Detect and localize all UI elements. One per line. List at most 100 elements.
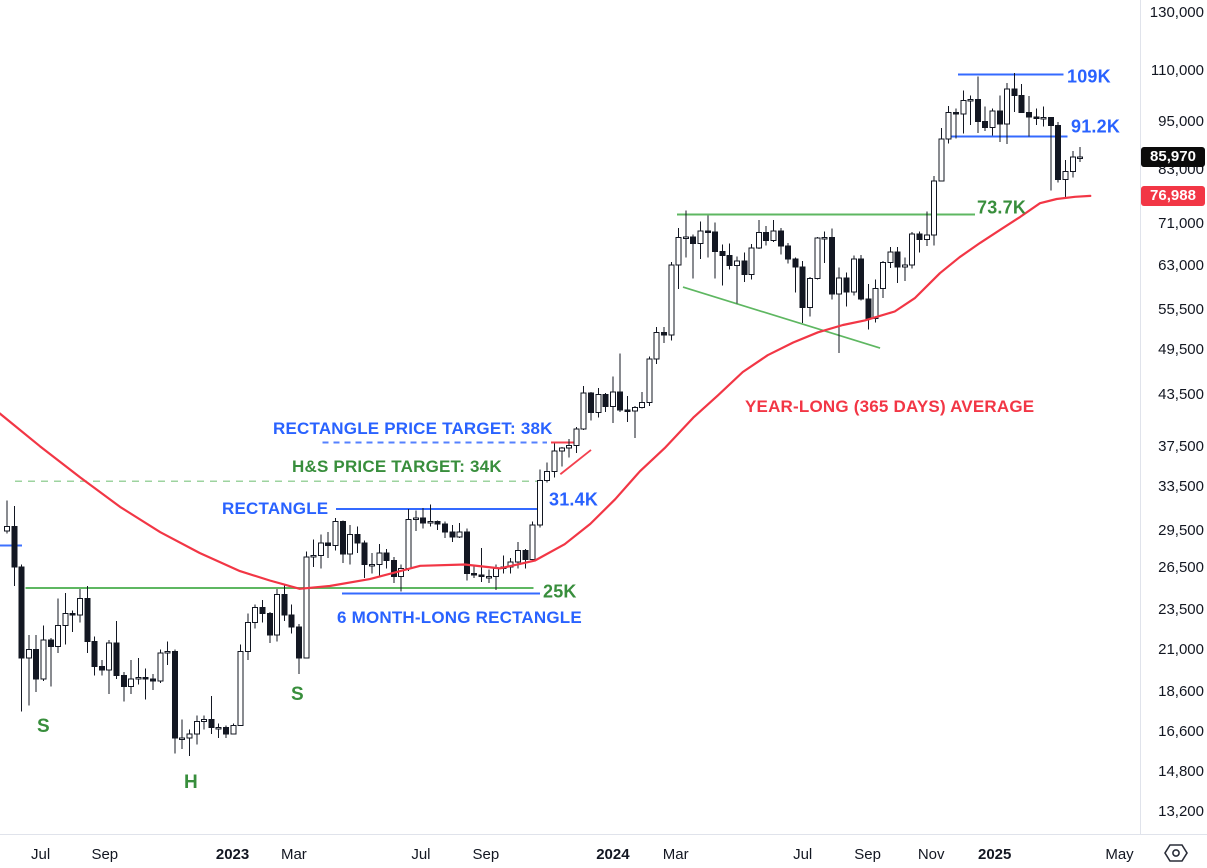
candle-up: [923, 234, 930, 240]
candle-up: [682, 236, 689, 240]
candle-up: [303, 556, 310, 659]
candle-down: [828, 237, 835, 295]
candle-down: [390, 560, 397, 577]
candle-down: [171, 650, 178, 739]
x-axis-month-label: Sep: [854, 846, 882, 863]
candle-down: [690, 236, 697, 244]
y-axis-tick: 130,000: [1149, 3, 1204, 21]
candle-down: [18, 566, 25, 659]
left-shoulder-label[interactable]: S: [37, 716, 50, 737]
y-axis-tick: 95,000: [1158, 113, 1204, 131]
candle-down: [84, 598, 91, 642]
candle-down: [281, 593, 288, 616]
candle-up: [529, 524, 536, 560]
red-marker-diagonal[interactable]: [559, 449, 592, 475]
candle-up: [157, 652, 164, 682]
y-axis-tick: 13,200: [1158, 802, 1204, 820]
candle-down: [420, 517, 427, 524]
candle-up: [566, 444, 573, 449]
candle-up: [931, 180, 938, 236]
ma-line-path[interactable]: [0, 194, 1092, 590]
candle-down: [726, 255, 733, 266]
y-axis-tick: 71,000: [1158, 215, 1204, 233]
head-label[interactable]: H: [184, 772, 198, 793]
y-axis-tick: 63,000: [1158, 256, 1204, 274]
candle-up: [1069, 156, 1076, 172]
trendline-2024[interactable]: [682, 286, 881, 349]
candle-up: [580, 392, 587, 430]
ma-label[interactable]: YEAR-LONG (365 DAYS) AVERAGE: [745, 397, 1035, 416]
y-axis-tick: 29,500: [1158, 521, 1204, 539]
candle-down: [142, 676, 149, 680]
candle-down: [434, 521, 441, 525]
candle-down: [624, 409, 631, 412]
candle-down: [463, 531, 470, 575]
candle-down: [266, 612, 273, 636]
candle-down: [442, 523, 448, 533]
candle-up: [675, 237, 682, 266]
candle-down: [799, 266, 806, 309]
candle-up: [836, 277, 843, 295]
candle-down: [712, 231, 719, 252]
rectangle-label[interactable]: RECTANGLE: [222, 499, 329, 518]
level-109k-label[interactable]: 109K: [1067, 66, 1111, 87]
candle-up: [493, 567, 500, 577]
candle-down: [894, 251, 901, 268]
hexagon-circle-icon[interactable]: [1163, 843, 1189, 863]
x-axis-month-label: Jul: [793, 846, 813, 863]
candle-up: [135, 676, 142, 680]
level-31-4k-label[interactable]: 31.4K: [549, 489, 599, 510]
candle-down: [522, 549, 529, 560]
candle-up: [485, 575, 492, 579]
x-axis-year-label: 2024: [596, 846, 630, 863]
candle-down: [11, 525, 18, 568]
axis-border: [0, 0, 1207, 835]
level-73-7k-label[interactable]: 73.7K: [977, 197, 1027, 218]
candle-up: [230, 725, 237, 735]
candle-up: [40, 639, 47, 680]
candle-up: [850, 258, 857, 293]
candle-up: [536, 479, 543, 526]
candle-up: [186, 733, 193, 739]
level-25k-label[interactable]: 25K: [543, 581, 577, 602]
ma-price-label: 76,988: [1141, 185, 1205, 206]
rectangle-target-label[interactable]: RECTANGLE PRICE TARGET: 38K: [273, 419, 553, 438]
candle-up: [668, 264, 675, 336]
candle-up: [77, 598, 83, 616]
y-axis-tick: 55,500: [1158, 301, 1204, 319]
right-shoulder-label[interactable]: S: [291, 684, 304, 705]
x-axis-month-label: Nov: [917, 846, 945, 863]
y-axis-tick: 23,500: [1158, 601, 1204, 619]
candle-up: [770, 230, 777, 241]
candle-up: [544, 470, 551, 481]
level-91-2k-label[interactable]: 91.2K: [1071, 116, 1121, 137]
x-axis-month-label: Sep: [91, 846, 119, 863]
hs-target-label[interactable]: H&S PRICE TARGET: 34K: [292, 457, 502, 476]
candle-down: [763, 232, 770, 241]
candle-up: [317, 542, 324, 556]
candle-down: [33, 649, 40, 680]
candle-up: [376, 552, 383, 565]
candle-up: [821, 237, 828, 240]
x-axis-month-label: Sep: [472, 846, 500, 863]
candle-down: [325, 542, 332, 546]
drawing-lines-layer[interactable]: [0, 73, 1068, 595]
candle-up: [595, 394, 602, 414]
candle-down: [208, 718, 215, 729]
candle-up: [697, 230, 704, 244]
candle-up: [967, 99, 974, 102]
candle-down: [982, 121, 989, 128]
candle-down: [617, 391, 624, 411]
candle-down: [354, 534, 361, 544]
six-month-rect-label[interactable]: 6 MONTH-LONG RECTANGLE: [337, 608, 582, 627]
candle-up: [639, 402, 646, 409]
candle-up: [814, 237, 821, 279]
candle-up: [252, 606, 259, 623]
candle-up: [405, 518, 412, 569]
candle-down: [1055, 124, 1062, 180]
candle-down: [719, 250, 726, 257]
candle-up: [456, 531, 463, 538]
moving-average-layer[interactable]: [0, 194, 1092, 590]
